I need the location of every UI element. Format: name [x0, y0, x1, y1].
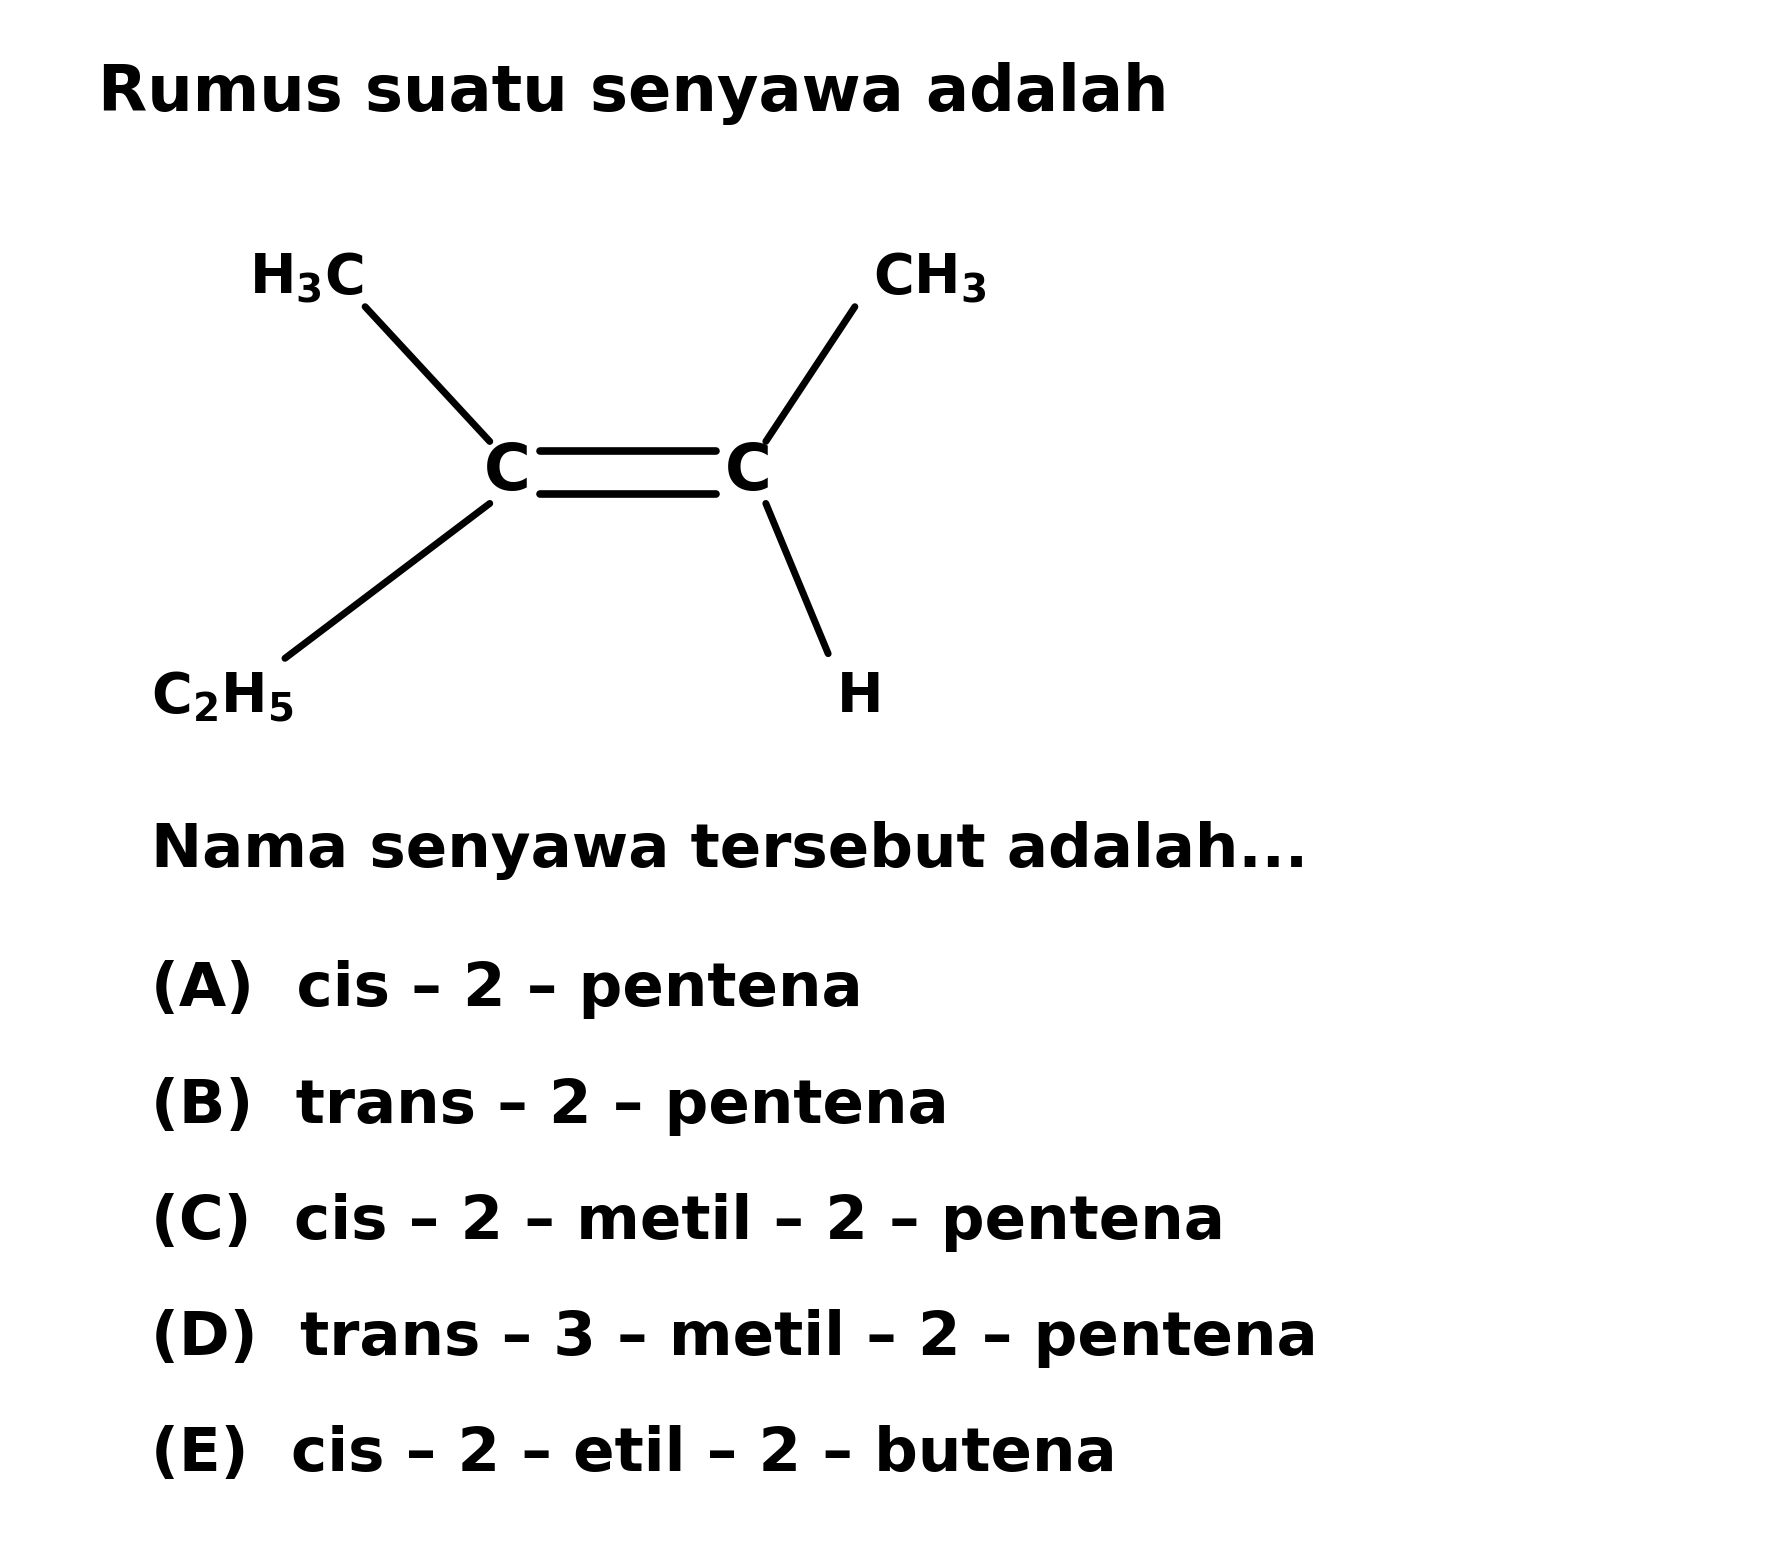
Text: (E)  cis – 2 – etil – 2 – butena: (E) cis – 2 – etil – 2 – butena: [151, 1425, 1116, 1484]
Text: (B)  trans – 2 – pentena: (B) trans – 2 – pentena: [151, 1077, 949, 1135]
Text: C: C: [724, 441, 771, 503]
Text: Rumus suatu senyawa adalah: Rumus suatu senyawa adalah: [98, 62, 1168, 125]
Text: H: H: [837, 671, 883, 723]
Text: (C)  cis – 2 – metil – 2 – pentena: (C) cis – 2 – metil – 2 – pentena: [151, 1193, 1225, 1252]
Text: $\mathregular{C_2H_5}$: $\mathregular{C_2H_5}$: [151, 669, 294, 725]
Text: C: C: [484, 441, 530, 503]
Text: Nama senyawa tersebut adalah...: Nama senyawa tersebut adalah...: [151, 821, 1308, 880]
Text: $\mathregular{H_3C}$: $\mathregular{H_3C}$: [249, 251, 363, 307]
Text: $\mathregular{CH_3}$: $\mathregular{CH_3}$: [872, 251, 986, 307]
Text: (D)  trans – 3 – metil – 2 – pentena: (D) trans – 3 – metil – 2 – pentena: [151, 1309, 1317, 1368]
Text: (A)  cis – 2 – pentena: (A) cis – 2 – pentena: [151, 960, 863, 1019]
